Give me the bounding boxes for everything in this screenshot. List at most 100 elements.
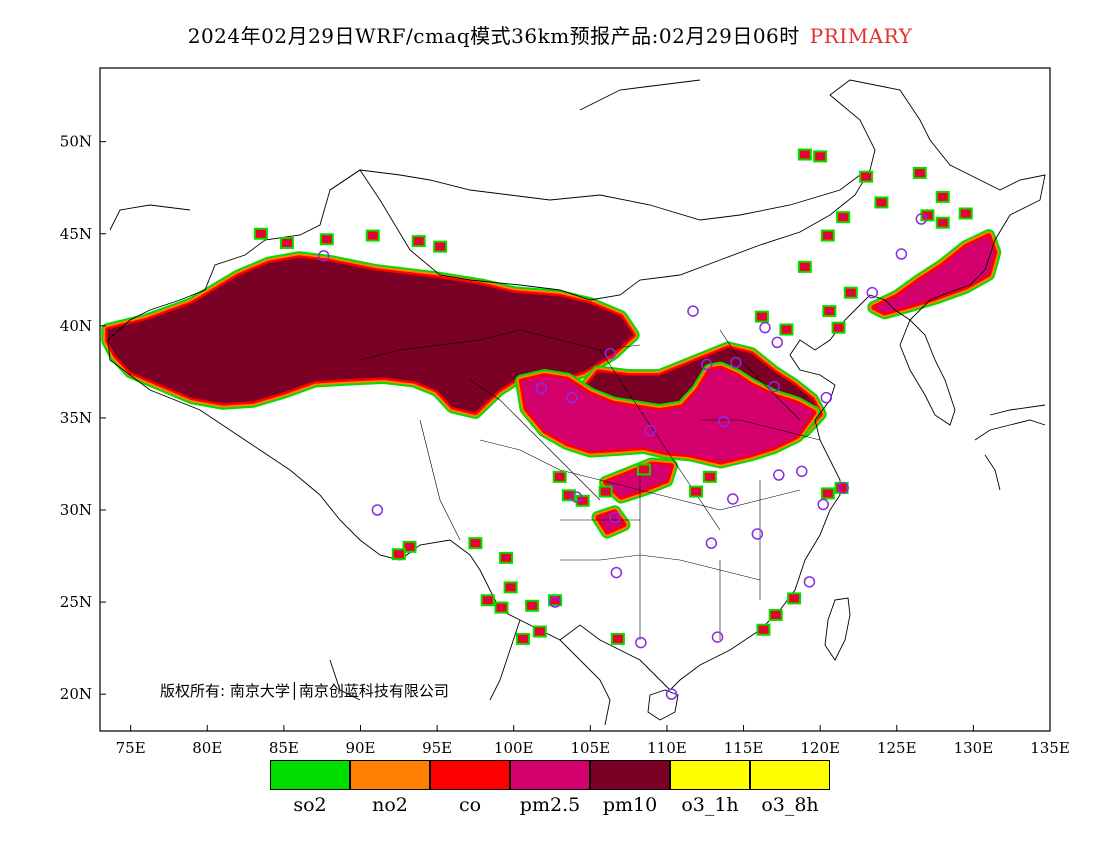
legend-swatch-pm10: [590, 760, 670, 790]
city-marker: [549, 596, 561, 608]
hotspot-pm25: [758, 314, 765, 319]
city-marker: [759, 321, 771, 334]
legend-label-co: co: [458, 794, 482, 816]
hotspot-pm25: [507, 585, 514, 590]
region-loess-pm25: [514, 361, 821, 469]
legend-label-no2: no2: [372, 794, 408, 816]
title-main: 2024年02月29日WRF/cmaq模式36km预报产品:02月29日06时: [187, 24, 800, 48]
city-marker: [566, 391, 578, 404]
hotspot-pm25: [838, 485, 845, 490]
hotspot-pm25: [503, 555, 510, 560]
region-sichuan-basin: [599, 457, 678, 504]
hotspot-layer: [253, 148, 973, 645]
hotspot: [552, 470, 567, 483]
hotspot: [756, 623, 771, 636]
legend-label-pm25: pm2.5: [519, 794, 581, 816]
hotspot: [874, 196, 889, 209]
mongolia-border: [329, 169, 861, 221]
region-fill-pm10: [107, 257, 634, 413]
hotspot-pm25: [437, 244, 444, 249]
lon-tick-label: 125E: [877, 739, 917, 757]
hotspot-pm25: [552, 598, 559, 603]
city-marker: [371, 504, 384, 516]
hotspot-pm25: [257, 231, 264, 236]
city-marker: [701, 358, 713, 371]
hotspot: [561, 489, 576, 502]
city-marker: [768, 380, 780, 393]
hotspot-pm25: [706, 474, 713, 479]
hotspot: [610, 632, 625, 645]
lon-tick-label: 95E: [422, 739, 452, 757]
city-marker: [915, 213, 928, 225]
hotspot-pm25: [835, 325, 842, 330]
hainan: [647, 689, 679, 721]
city-marker: [796, 465, 808, 478]
lat-tick-label: 30N: [60, 501, 92, 519]
legend-swatch-o3_1h: [670, 760, 750, 790]
country-borders: [107, 79, 1046, 726]
city-marker: [895, 248, 908, 260]
hotspot-pm25: [939, 194, 946, 199]
hotspot-pm25: [801, 264, 808, 269]
hotspot: [532, 625, 547, 638]
hotspot-pm25: [283, 240, 290, 245]
legend-swatch-so2: [270, 760, 350, 790]
hotspot-pm25: [536, 629, 543, 634]
china-outline: [107, 79, 1046, 691]
hotspot: [779, 323, 794, 336]
hotspot-pm25: [772, 612, 779, 617]
korea-peninsula: [899, 319, 956, 426]
hotspot: [834, 481, 849, 494]
plot-frame: [99, 67, 1051, 732]
hotspot-pm25: [840, 215, 847, 220]
hotspot: [548, 594, 563, 607]
hotspot: [279, 236, 294, 249]
hotspot: [797, 148, 812, 161]
hotspot-pm25: [783, 327, 790, 332]
legend-swatch-co: [430, 760, 510, 790]
hotspot-pm25: [602, 489, 609, 494]
lon-tick-label: 120E: [800, 739, 840, 757]
hotspot-pm25: [529, 603, 536, 608]
lon-tick-label: 110E: [647, 739, 687, 757]
hotspot: [912, 166, 927, 179]
lon-tick-label: 80E: [192, 739, 222, 757]
hotspot: [391, 548, 406, 561]
hotspot: [935, 216, 950, 229]
city-marker: [817, 498, 829, 511]
city-marker: [717, 415, 730, 428]
hotspot: [787, 592, 802, 605]
hotspot: [702, 470, 717, 483]
hotspot: [636, 463, 651, 476]
hotspot-pm25: [498, 605, 505, 610]
city-marker: [711, 631, 724, 643]
region-fill-pm2.5: [873, 235, 995, 313]
hotspot-pm25: [415, 239, 422, 244]
hotspot: [813, 150, 828, 163]
hotspot-pm25: [824, 491, 831, 496]
region-northeast-pm25: [867, 229, 1002, 320]
city-marker: [665, 688, 678, 700]
axis-ticks: 75E 80E 85E 90E 95E 100E 105E 110E 115E 120E 125E 1…: [60, 133, 1070, 757]
lat-tick-label: 50N: [60, 133, 92, 151]
hotspot-pm25: [640, 467, 647, 472]
hotspot: [433, 240, 448, 253]
region-fill-pm2.5: [521, 368, 814, 463]
hotspot: [843, 286, 858, 299]
hotspot: [820, 229, 835, 242]
city-marker: [727, 493, 739, 505]
japan-coast: [974, 404, 1046, 491]
lat-tick-label: 25N: [60, 593, 92, 611]
legend-label-o3_1h: o3_1h: [681, 794, 739, 816]
hotspot-pm25: [472, 541, 479, 546]
hotspot: [768, 608, 783, 621]
russia-coast: [109, 79, 701, 231]
copyright-notice: 版权所有: 南京大学│南京创蓝科技有限公司: [160, 682, 449, 700]
hotspot: [494, 601, 509, 614]
legend-swatch-o3_8h: [750, 760, 830, 790]
hotspot-pm25: [824, 233, 831, 238]
lon-tick-label: 100E: [494, 739, 534, 757]
hotspot-pm25: [565, 493, 572, 498]
hotspot-pm25: [395, 552, 402, 557]
lon-tick-label: 135E: [1030, 739, 1070, 757]
